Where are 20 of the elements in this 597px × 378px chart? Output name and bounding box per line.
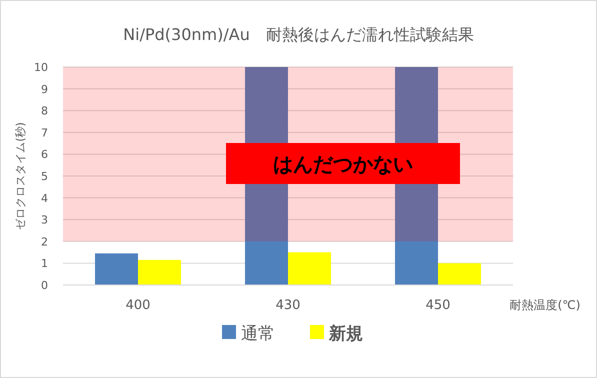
chart-title: Ni/Pd(30nm)/Au 耐熱後はんだ濡れ性試験結果 [123,25,474,44]
legend-label: 通常 [241,324,275,344]
y-tick-label: 6 [41,148,48,162]
y-tick-label: 0 [41,279,48,292]
y-tick-label: 3 [41,214,48,227]
x-tick-label: 450 [426,298,450,313]
x-tick-label: 400 [126,298,150,313]
x-tick-label: 430 [276,298,300,313]
y-tick-label: 1 [41,257,48,270]
y-tick-label: 9 [41,82,48,96]
y-tick-label: 2 [41,235,48,248]
legend-label: 新規 [328,324,363,344]
y-axis-title: ゼロクロスタイム(秒) [14,122,27,230]
annotation: はんだつかない [273,152,413,176]
x-axis-title: 耐熱温度(℃) [510,298,580,312]
y-tick-label: 4 [41,192,48,205]
y-tick-label: 5 [41,170,48,183]
y-tick-label: 8 [41,104,48,118]
y-tick-label: 7 [41,126,48,140]
y-tick-label: 10 [34,61,48,74]
